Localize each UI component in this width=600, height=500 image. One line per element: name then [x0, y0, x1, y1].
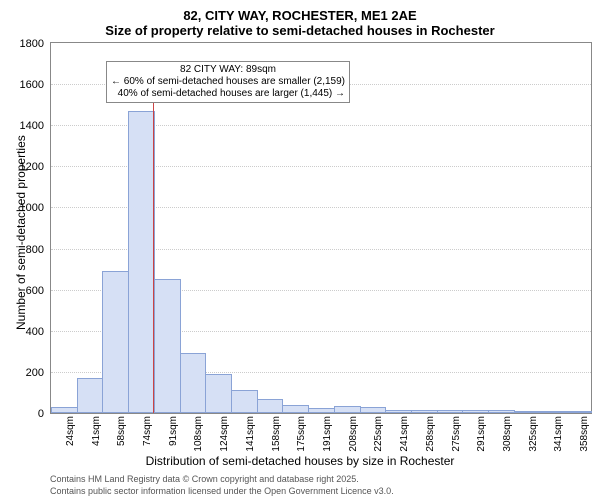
x-tick: 141sqm — [245, 416, 256, 456]
annotation-line1: 82 CITY WAY: 89sqm — [111, 64, 345, 76]
x-tick: 91sqm — [168, 416, 179, 456]
y-tick: 1800 — [4, 38, 44, 50]
bar — [437, 410, 464, 413]
chart-title-sub: Size of property relative to semi-detach… — [0, 23, 600, 42]
bar — [514, 411, 541, 413]
x-tick: 208sqm — [348, 416, 359, 456]
x-tick: 291sqm — [476, 416, 487, 456]
x-tick: 258sqm — [425, 416, 436, 456]
bar — [77, 378, 104, 413]
footer-line2: Contains public sector information licen… — [50, 486, 600, 498]
annotation-line3: 40% of semi-detached houses are larger (… — [111, 88, 345, 100]
y-tick: 200 — [4, 367, 44, 379]
x-tick: 24sqm — [65, 416, 76, 456]
x-tick: 158sqm — [271, 416, 282, 456]
bar — [488, 410, 515, 413]
y-tick: 1000 — [4, 202, 44, 214]
y-tick: 0 — [4, 408, 44, 420]
bar — [540, 411, 567, 413]
annotation-box: 82 CITY WAY: 89sqm ← 60% of semi-detache… — [106, 61, 350, 103]
bar — [257, 399, 284, 413]
x-tick: 58sqm — [116, 416, 127, 456]
x-tick: 74sqm — [142, 416, 153, 456]
bar — [411, 410, 438, 413]
bar — [51, 407, 78, 413]
x-tick: 41sqm — [91, 416, 102, 456]
chart-container: 82, CITY WAY, ROCHESTER, ME1 2AE Size of… — [0, 0, 600, 500]
bar — [128, 111, 155, 413]
bar — [282, 405, 309, 413]
x-tick: 124sqm — [219, 416, 230, 456]
x-tick: 341sqm — [553, 416, 564, 456]
x-tick: 358sqm — [579, 416, 590, 456]
y-tick: 1200 — [4, 161, 44, 173]
x-axis-label: Distribution of semi-detached houses by … — [0, 454, 600, 468]
bar — [334, 406, 361, 413]
footer: Contains HM Land Registry data © Crown c… — [50, 474, 600, 497]
bar — [102, 271, 129, 413]
y-tick: 1600 — [4, 79, 44, 91]
bar — [231, 390, 258, 413]
property-marker-line — [153, 103, 154, 413]
footer-line1: Contains HM Land Registry data © Crown c… — [50, 474, 600, 486]
bar — [462, 410, 489, 413]
x-tick: 325sqm — [528, 416, 539, 456]
x-tick: 308sqm — [502, 416, 513, 456]
x-tick: 225sqm — [373, 416, 384, 456]
plot-area: 82 CITY WAY: 89sqm ← 60% of semi-detache… — [50, 42, 592, 414]
x-tick: 175sqm — [296, 416, 307, 456]
chart-title-main: 82, CITY WAY, ROCHESTER, ME1 2AE — [0, 0, 600, 23]
x-tick: 275sqm — [451, 416, 462, 456]
bar — [385, 410, 412, 413]
bar — [180, 353, 207, 413]
bar — [205, 374, 232, 413]
y-tick: 400 — [4, 326, 44, 338]
y-tick: 800 — [4, 244, 44, 256]
bar — [308, 408, 335, 413]
bar — [565, 411, 592, 413]
chart-area: 82 CITY WAY: 89sqm ← 60% of semi-detache… — [50, 42, 590, 412]
y-tick: 1400 — [4, 120, 44, 132]
x-tick: 108sqm — [193, 416, 204, 456]
y-tick: 600 — [4, 285, 44, 297]
bar — [154, 279, 181, 413]
x-tick: 191sqm — [322, 416, 333, 456]
x-tick: 241sqm — [399, 416, 410, 456]
bar — [360, 407, 387, 413]
annotation-line2: ← 60% of semi-detached houses are smalle… — [111, 76, 345, 88]
